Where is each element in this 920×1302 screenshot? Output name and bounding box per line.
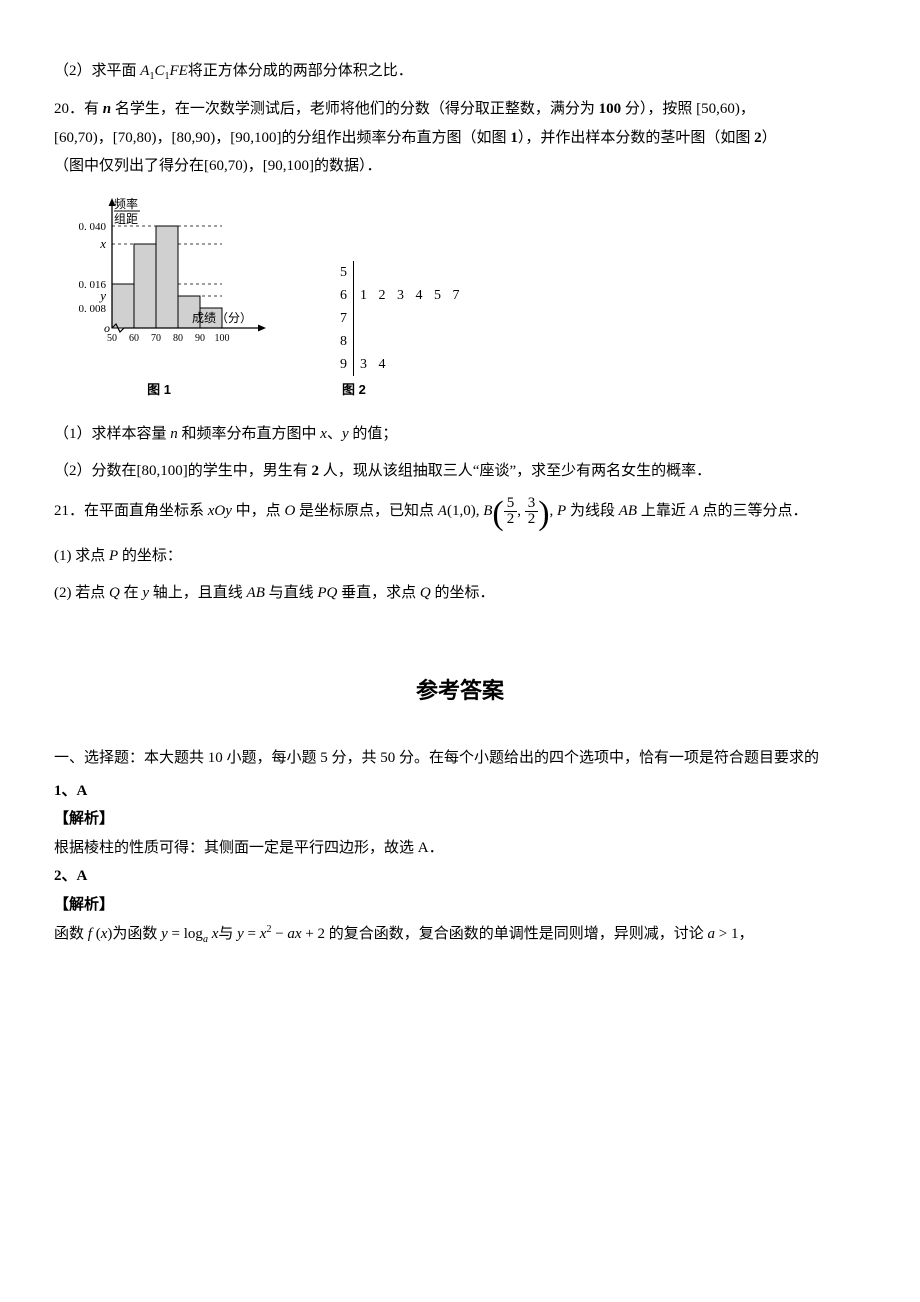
histogram-svg: 频率组距0. 040x0. 016y0. 008o5060708090100成绩… bbox=[54, 196, 290, 356]
q20-sub2: （2）分数在[80,100]的学生中，男生有 2 人，现从该组抽取三人“座谈”，… bbox=[54, 460, 866, 483]
answer2-text: 函数 f (x)为函数 y = loga x与 y = x2 − ax + 2 … bbox=[54, 922, 866, 947]
svg-text:70: 70 bbox=[151, 333, 161, 344]
q21-sub1: (1) 求点 P 的坐标： bbox=[54, 545, 866, 568]
answers-title: 参考答案 bbox=[54, 674, 866, 707]
svg-text:80: 80 bbox=[173, 333, 183, 344]
figures-row: 频率组距0. 040x0. 016y0. 008o5060708090100成绩… bbox=[54, 196, 866, 400]
answer2-num: 2、A bbox=[54, 865, 866, 888]
q19-2-suffix: 将正方体分成的两部分体积之比． bbox=[188, 63, 413, 79]
svg-text:x: x bbox=[99, 236, 106, 251]
q21-sub2: (2) 若点 Q 在 y 轴上，且直线 AB 与直线 PQ 垂直，求点 Q 的坐… bbox=[54, 582, 866, 605]
figure1-wrap: 频率组距0. 040x0. 016y0. 008o5060708090100成绩… bbox=[54, 196, 264, 400]
svg-text:成绩（分）: 成绩（分） bbox=[192, 311, 252, 325]
svg-text:频率: 频率 bbox=[114, 196, 138, 211]
section1-header: 一、选择题：本大题共 10 小题，每小题 5 分，共 50 分。在每个小题给出的… bbox=[54, 747, 866, 770]
svg-text:50: 50 bbox=[107, 333, 117, 344]
fig1-caption: 图 1 bbox=[54, 380, 264, 400]
answer1-analysis-label: 【解析】 bbox=[54, 808, 866, 831]
q20-sub1: （1）求样本容量 n 和频率分布直方图中 x、y 的值； bbox=[54, 423, 866, 446]
q19-2-prefix: （2）求平面 bbox=[54, 63, 140, 79]
q19-part2: （2）求平面 A1C1FE将正方体分成的两部分体积之比． bbox=[54, 60, 866, 84]
q21-line1: 21．在平面直角坐标系 xOy 中，点 O 是坐标原点，已知点 A(1,0), … bbox=[54, 496, 866, 527]
q20-line3: （图中仅列出了得分在[60,70)，[90,100]的数据）． bbox=[54, 155, 866, 178]
svg-text:90: 90 bbox=[195, 333, 205, 344]
histogram: 频率组距0. 040x0. 016y0. 008o5060708090100成绩… bbox=[54, 196, 264, 376]
svg-text:y: y bbox=[98, 288, 106, 303]
svg-text:0. 040: 0. 040 bbox=[79, 221, 107, 233]
answer1-text: 根据棱柱的性质可得：其侧面一定是平行四边形，故选 A． bbox=[54, 837, 866, 860]
svg-text:组距: 组距 bbox=[114, 212, 138, 226]
q20-line1: 20．有 n 名学生，在一次数学测试后，老师将他们的分数（得分取正整数，满分为 … bbox=[54, 98, 866, 121]
svg-text:60: 60 bbox=[129, 333, 139, 344]
figure2-wrap: 561 2 3 4 5 77893 4 图 2 bbox=[334, 261, 474, 400]
q19-2-expr: A1C1FE bbox=[140, 63, 188, 79]
answer2-analysis-label: 【解析】 bbox=[54, 894, 866, 917]
svg-text:100: 100 bbox=[215, 333, 230, 344]
answer1-num: 1、A bbox=[54, 780, 866, 803]
stemleaf-table: 561 2 3 4 5 77893 4 bbox=[334, 261, 470, 376]
fig2-caption: 图 2 bbox=[342, 380, 474, 400]
q20-line2: [60,70)，[70,80)，[80,90)，[90,100]的分组作出频率分… bbox=[54, 127, 866, 150]
svg-text:0. 008: 0. 008 bbox=[79, 303, 107, 315]
